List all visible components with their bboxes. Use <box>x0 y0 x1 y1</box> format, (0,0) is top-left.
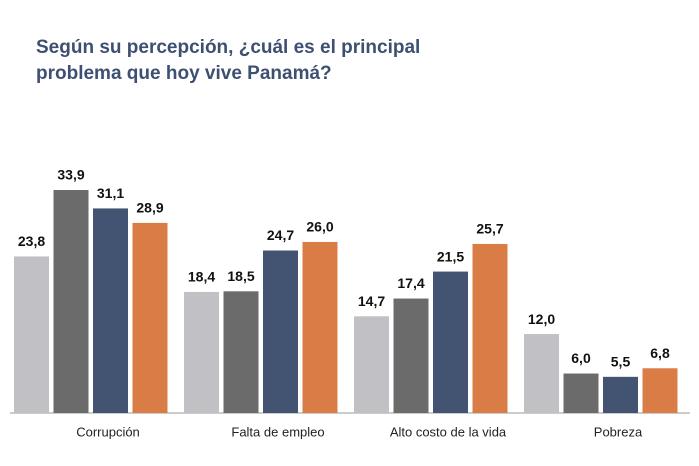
data-label: 28,9 <box>136 200 163 216</box>
bar <box>472 243 508 413</box>
bar <box>223 291 259 413</box>
data-label: 5,5 <box>611 354 631 370</box>
bar <box>263 250 298 413</box>
data-label: 23,8 <box>18 233 45 249</box>
bar <box>93 208 128 413</box>
bar <box>184 291 219 413</box>
bar <box>433 271 468 413</box>
bar <box>603 376 638 413</box>
data-label: 6,0 <box>571 350 591 366</box>
x-tick-label: Pobreza <box>594 424 643 439</box>
bar <box>393 298 429 413</box>
data-label: 33,9 <box>57 167 84 183</box>
data-label: 31,1 <box>97 185 124 201</box>
data-label: 25,7 <box>476 221 503 237</box>
data-label: 26,0 <box>306 219 333 235</box>
bar <box>302 241 338 413</box>
x-tick-label: Alto costo de la vida <box>390 424 507 439</box>
x-tick-label: Corrupción <box>76 424 140 439</box>
data-label: 14,7 <box>358 293 385 309</box>
chart-title: problema que hoy vive Panamá? <box>36 63 332 84</box>
bar <box>354 316 389 413</box>
bar <box>642 368 678 413</box>
bar <box>14 256 49 413</box>
data-label: 21,5 <box>437 248 464 264</box>
x-tick-label: Falta de empleo <box>231 424 324 439</box>
data-label: 18,5 <box>227 268 254 284</box>
bar <box>524 334 559 413</box>
data-label: 18,4 <box>188 269 215 285</box>
chart-title: Según su percepción, ¿cuál es el princip… <box>36 37 420 58</box>
bar <box>132 222 168 413</box>
data-label: 17,4 <box>397 275 424 291</box>
data-label: 12,0 <box>528 311 555 327</box>
bar <box>563 373 599 413</box>
data-label: 6,8 <box>650 345 670 361</box>
bar <box>53 190 89 413</box>
data-label: 24,7 <box>267 227 294 243</box>
